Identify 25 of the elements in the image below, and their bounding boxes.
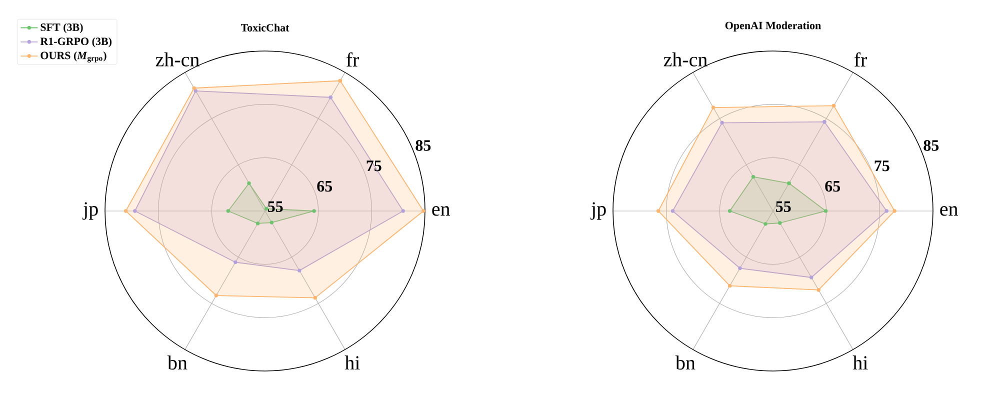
spoke-label: fr [346, 52, 359, 66]
legend-label: SFT (3B) [40, 23, 83, 34]
spoke-label: en [432, 206, 450, 216]
chart-title: ToxicChat [240, 24, 290, 32]
y-tick-label: 75 [366, 160, 382, 172]
y-tick-label: 55 [776, 201, 791, 212]
spoke-label: bn [675, 356, 696, 370]
spoke-label: bn [168, 356, 188, 370]
spoke-label: zh-cn [156, 52, 200, 66]
spoke-label: en [940, 206, 958, 216]
y-tick-label: 75 [874, 160, 890, 172]
y-tick-label: 85 [416, 140, 431, 151]
spoke-label: fr [854, 52, 867, 66]
chart-title: OpenAI Moderation [725, 21, 821, 32]
y-tick-label: 65 [825, 180, 840, 192]
y-tick-label: 65 [317, 180, 332, 192]
spoke-label: jp [82, 202, 98, 220]
legend-label: OURS (M$_{grpo}$) [40, 51, 106, 62]
legend-label: R1-GRPO (3B) [40, 37, 112, 48]
y-tick-label: 85 [924, 140, 939, 151]
spoke-label: hi [852, 356, 868, 370]
y-tick-label: 55 [268, 201, 283, 212]
spoke-label: zh-cn [664, 52, 708, 66]
spoke-label: hi [344, 356, 360, 370]
spoke-label: jp [590, 202, 606, 220]
